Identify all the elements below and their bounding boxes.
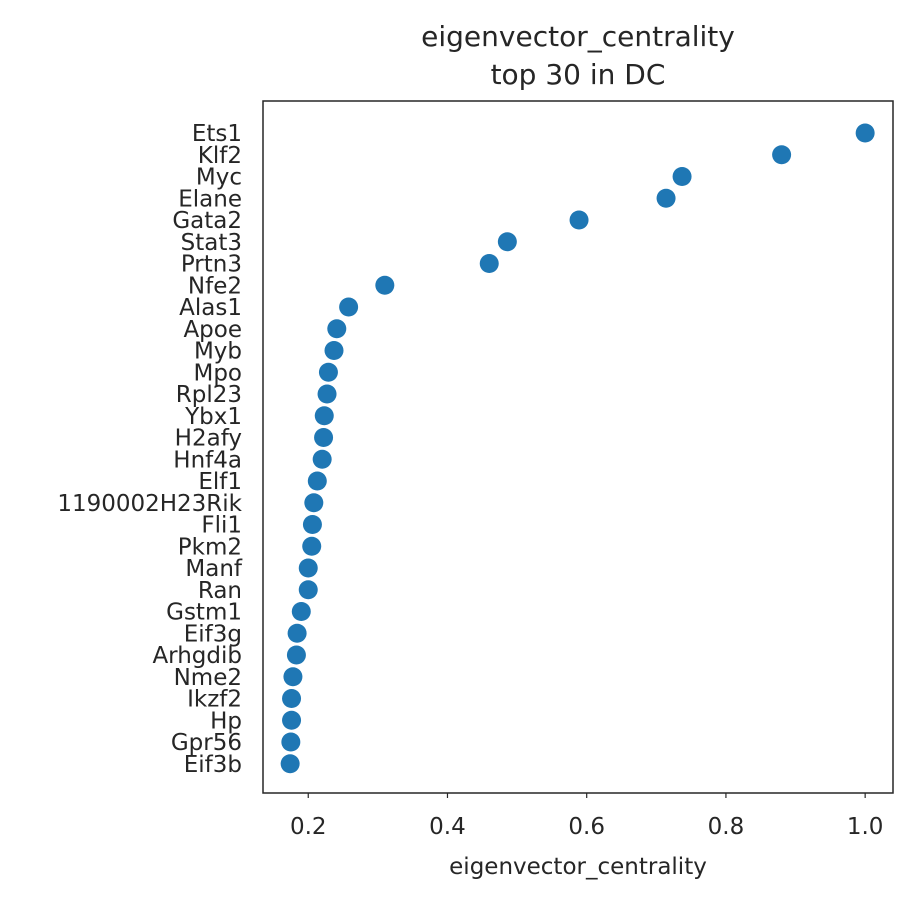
data-point (497, 232, 517, 252)
data-point (298, 558, 318, 578)
y-tick-label: Ikzf2 (187, 687, 242, 713)
y-tick-label: Mpo (193, 360, 242, 386)
y-tick-label: Alas1 (179, 295, 242, 321)
data-point (291, 602, 311, 621)
y-tick-label: Gstm1 (166, 600, 242, 626)
y-tick-label: Gata2 (172, 208, 242, 234)
y-tick-label: Hp (210, 708, 242, 734)
x-ticks: 0.2 0.4 0.6 0.8 1.0 (290, 793, 883, 840)
y-tick-label: H2afy (175, 426, 242, 452)
chart-title-line-1: eigenvector_centrality (421, 20, 735, 53)
data-point (302, 515, 322, 534)
data-point (298, 580, 318, 600)
x-tick-label: 0.2 (290, 814, 327, 840)
y-tick-label: Ran (198, 578, 242, 604)
data-point (287, 623, 307, 643)
data-point (656, 188, 676, 208)
y-tick-label: Arhgdib (152, 643, 242, 669)
y-tick-label: Gpr56 (171, 730, 242, 756)
y-tick-label: Eif3b (184, 752, 242, 778)
y-tick-label: Stat3 (181, 230, 242, 256)
y-tick-label: Elane (178, 186, 242, 212)
plot-area-frame (262, 100, 894, 794)
y-tick-label: 1190002H23Rik (57, 491, 242, 517)
x-tick-label: 0.6 (568, 814, 605, 840)
data-point (324, 341, 344, 360)
x-axis-label: eigenvector_centrality (449, 854, 707, 880)
y-tick-label: Nme2 (174, 665, 242, 691)
y-tick-label: Nfe2 (188, 273, 242, 299)
y-tick-label: Manf (185, 556, 243, 582)
data-point (672, 167, 692, 186)
x-tick-label: 0.8 (708, 814, 745, 840)
y-tick-label: Eif3g (184, 621, 242, 647)
data-point (375, 275, 395, 295)
data-point (855, 123, 875, 143)
data-points (280, 123, 875, 774)
data-point (280, 754, 300, 774)
data-point (304, 493, 324, 513)
data-point (479, 254, 499, 273)
data-point (307, 471, 327, 491)
data-point (283, 667, 303, 687)
data-point (314, 406, 334, 426)
x-tick-label: 0.4 (429, 814, 466, 840)
y-tick-labels: Ets1Klf2MycElaneGata2Stat3Prtn3Nfe2Alas1… (57, 121, 243, 778)
y-tick-label: Apoe (183, 317, 242, 343)
data-point (339, 297, 359, 317)
data-point (317, 384, 337, 404)
y-tick-label: Pkm2 (178, 534, 242, 560)
y-tick-label: Ybx1 (184, 404, 242, 430)
y-tick-label: Elf1 (198, 469, 242, 495)
data-point (772, 145, 792, 165)
x-tick-label: 1.0 (847, 814, 884, 840)
y-tick-label: Hnf4a (173, 447, 242, 473)
data-point (281, 732, 301, 752)
data-point (327, 319, 347, 339)
data-point (314, 428, 334, 447)
data-point (569, 210, 589, 230)
data-point (318, 362, 338, 382)
y-tick-label: Myb (194, 339, 242, 365)
y-tick-label: Prtn3 (181, 252, 242, 278)
chart-title-line-2: top 30 in DC (491, 58, 666, 91)
y-tick-label: Rpl23 (176, 382, 242, 408)
y-tick-label: Myc (196, 165, 242, 191)
data-point (302, 536, 322, 556)
y-tick-label: Fli1 (201, 513, 242, 539)
data-point (286, 645, 306, 665)
y-tick-label: Klf2 (198, 143, 242, 169)
y-tick-label: Ets1 (192, 121, 242, 147)
data-point (282, 710, 302, 730)
data-point (312, 449, 332, 469)
data-point (282, 689, 302, 708)
